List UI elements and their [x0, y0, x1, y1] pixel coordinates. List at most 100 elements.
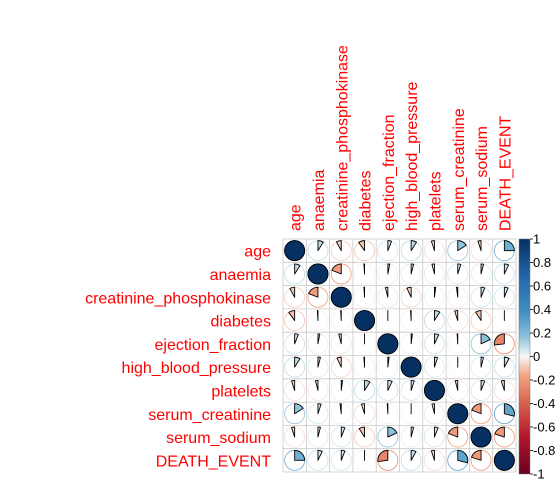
corr-cell — [447, 403, 469, 425]
corr-cell — [493, 333, 515, 355]
corr-pie-slice — [340, 379, 343, 391]
corr-pie-full — [447, 403, 469, 425]
corr-pie-slice — [456, 286, 459, 298]
corr-pie-slice — [363, 286, 365, 298]
corr-cell — [400, 240, 422, 262]
corr-cell — [330, 240, 352, 262]
corr-pie-slice — [503, 240, 515, 252]
row-label: serum_creatinine — [148, 407, 271, 424]
corr-cell — [447, 449, 469, 471]
corr-cell — [470, 240, 492, 262]
corr-pie-slice — [377, 449, 389, 463]
corr-pie-slice — [434, 356, 438, 368]
corr-pie-slice — [294, 449, 306, 461]
corr-cell — [354, 240, 375, 262]
column-label: anaemia — [311, 170, 328, 231]
corr-pie-slice — [503, 356, 510, 368]
corr-pie-slice — [317, 426, 321, 438]
corr-pie-slice — [431, 263, 435, 275]
corr-cell — [493, 379, 515, 401]
corr-cell — [400, 263, 422, 285]
column-label: high_blood_pressure — [404, 81, 421, 231]
corr-cell — [354, 263, 375, 285]
corr-pie-slice — [494, 426, 505, 438]
row-label: DEATH_EVENT — [156, 453, 272, 470]
corr-pie-slice — [503, 286, 509, 298]
row-label: creatinine_phosphokinase — [85, 290, 271, 307]
column-label: creatinine_phosphokinase — [334, 45, 351, 231]
corr-cell — [447, 356, 469, 378]
corr-cell — [307, 333, 329, 355]
corr-pie-slice — [288, 310, 296, 321]
corr-pie-slice — [430, 240, 435, 252]
corr-cell — [284, 356, 306, 378]
corr-pie-slice — [317, 403, 322, 415]
corr-pie-slice — [454, 310, 459, 321]
corr-cell — [470, 310, 492, 331]
corr-pie-slice — [336, 356, 342, 368]
corr-cell — [400, 286, 422, 308]
corr-pie-slice — [475, 310, 482, 321]
corr-pie-slice — [358, 426, 365, 438]
colorbar-tick-label: -0.6 — [533, 420, 555, 435]
column-label: ejection_fraction — [381, 114, 398, 231]
corr-cell — [284, 333, 306, 355]
corr-cell — [470, 403, 492, 425]
corr-cell — [470, 426, 492, 448]
corr-cell — [330, 426, 352, 448]
colorbar-tick-label: 0.4 — [533, 302, 551, 317]
corr-pie-slice — [386, 403, 389, 415]
corr-pie-slice — [410, 333, 413, 345]
corr-pie-full — [400, 356, 422, 378]
corr-cell — [377, 286, 399, 308]
corr-cell — [470, 286, 492, 308]
corr-pie-slice — [387, 240, 392, 252]
corr-cell — [377, 403, 399, 425]
corr-cell — [470, 263, 492, 285]
corr-cell — [330, 310, 352, 331]
corr-cell — [354, 426, 375, 448]
corr-cell — [307, 310, 329, 331]
corr-cell — [400, 449, 422, 471]
corr-cell — [447, 379, 469, 401]
corr-pie-slice — [406, 286, 412, 298]
corr-pie-slice — [291, 379, 296, 391]
corr-cell — [470, 333, 492, 355]
colorbar-tick-label: -1 — [533, 467, 545, 482]
corr-pie-slice — [430, 449, 435, 461]
row-label: ejection_fraction — [154, 337, 271, 354]
corr-pie-full — [307, 263, 329, 285]
corr-cell — [424, 240, 445, 262]
corr-cell — [447, 426, 469, 448]
corr-cell — [423, 379, 445, 401]
corr-cell — [354, 310, 376, 332]
corr-cell — [400, 310, 422, 331]
corr-pie-slice — [315, 379, 319, 391]
corr-cell — [354, 356, 375, 378]
corr-pie-slice — [294, 356, 301, 368]
corr-pie-slice — [340, 426, 346, 438]
corr-pie-slice — [387, 379, 393, 391]
corr-pie-slice — [434, 426, 439, 438]
corr-cell — [470, 449, 492, 471]
corr-pie-slice — [410, 263, 415, 275]
corr-pie-slice — [410, 240, 417, 252]
corr-pie-slice — [457, 240, 467, 252]
corr-cell — [284, 263, 306, 285]
corr-cell — [284, 240, 306, 262]
corr-cell — [400, 403, 422, 425]
corr-cell — [377, 449, 399, 471]
corr-cell — [400, 356, 422, 378]
corr-pie-slice — [294, 403, 304, 415]
corr-cell — [330, 263, 352, 285]
colorbar-tick-label: -0.2 — [533, 373, 555, 388]
colorbar-tick-label: 1 — [533, 232, 540, 247]
corr-cell — [307, 426, 329, 448]
corr-cell — [424, 449, 445, 471]
corr-cell — [447, 286, 469, 308]
corr-cell — [307, 449, 329, 471]
row-label: high_blood_pressure — [122, 360, 272, 377]
corr-pie-slice — [340, 449, 346, 461]
corr-cell — [377, 379, 399, 401]
